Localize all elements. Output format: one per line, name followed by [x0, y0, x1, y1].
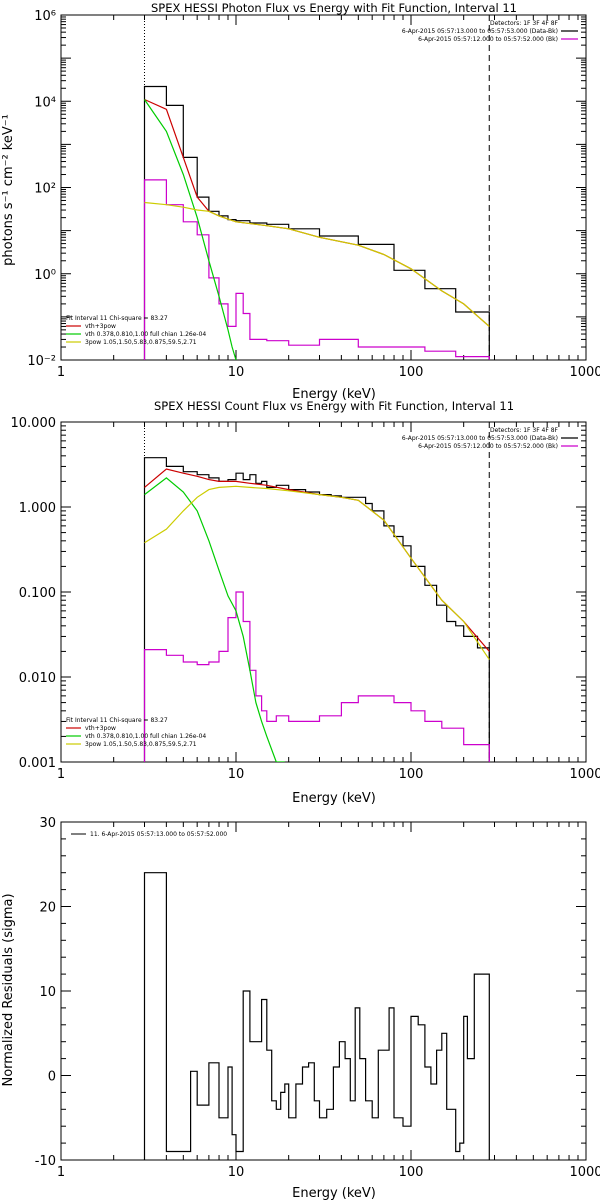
plot-frame	[61, 15, 586, 360]
x-tick-label: 1000	[569, 767, 600, 782]
legend-entry: 11. 6-Apr-2015 05:57:13.000 to 05:57:52.…	[90, 831, 227, 838]
plot-frame	[61, 422, 586, 762]
series-line-11-6-apr-2015-05-57-13-000-to-05-57-52-000	[145, 873, 490, 1160]
x-tick-label: 1	[57, 365, 65, 380]
series-line-3pow	[145, 203, 490, 327]
legend-entry: Detectors: 1F 3F 4F 8F	[490, 20, 559, 27]
y-tick-label: 1.000	[19, 501, 56, 516]
legend-entry: vth+3pow	[85, 323, 116, 330]
y-tick-label: 10⁰	[34, 268, 56, 283]
x-tick-label: 1	[57, 1165, 65, 1180]
series-line-data-bk	[145, 87, 490, 361]
x-tick-label: 1000	[569, 365, 600, 380]
x-tick-label: 1	[57, 767, 65, 782]
y-tick-label: 20	[39, 901, 56, 916]
y-axis-label: Normalized Residuals (sigma)	[1, 893, 16, 1086]
y-tick-label: 10⁶	[34, 9, 56, 24]
x-tick-label: 10	[228, 365, 245, 380]
y-tick-label: 0	[48, 1070, 56, 1085]
plot-frame	[61, 822, 586, 1160]
legend-entry: 6-Apr-2015 05:57:13.000 to 05:57:53.000 …	[402, 435, 558, 442]
legend-entry: 3pow 1.05,1.50,5.83,0.875,59.5,2.71	[85, 339, 197, 346]
legend-entry: 6-Apr-2015 05:57:12.000 to 05:57:52.000 …	[418, 443, 558, 450]
legend-entry: 6-Apr-2015 05:57:12.000 to 05:57:52.000 …	[418, 36, 558, 43]
legend-entry: vth+3pow	[85, 725, 116, 732]
y-tick-label: -10	[35, 1154, 56, 1169]
count-flux-panel: SPEX HESSI Count Flux vs Energy with Fit…	[11, 399, 600, 806]
y-tick-label: 10⁻²	[27, 354, 56, 369]
legend-entry: vth 0.378,0.810,1.00 full chian 1.26e-04	[85, 331, 206, 338]
x-tick-label: 1000	[569, 1165, 600, 1180]
x-tick-label: 100	[399, 365, 424, 380]
legend-entry: Fit Interval 11 Chi-square = 83.27	[66, 717, 168, 724]
series-line-3pow	[145, 486, 490, 659]
legend-entry: Fit Interval 11 Chi-square = 83.27	[66, 315, 168, 322]
x-axis-label: Energy (keV)	[292, 1186, 376, 1200]
y-tick-label: 0.001	[19, 756, 56, 771]
x-tick-label: 100	[399, 767, 424, 782]
y-tick-label: 0.010	[19, 671, 56, 686]
x-tick-label: 10	[228, 767, 245, 782]
residuals-panel: Energy (keV) Normalized Residuals (sigma…	[1, 816, 600, 1200]
y-tick-label: 10.000	[11, 416, 57, 431]
legend-entry: 3pow 1.05,1.50,5.83,0.875,59.5,2.71	[85, 741, 197, 748]
chart-title: SPEX HESSI Photon Flux vs Energy with Fi…	[151, 1, 517, 15]
series-line-vth-3pow	[145, 469, 490, 651]
chart-title: SPEX HESSI Count Flux vs Energy with Fit…	[154, 399, 514, 413]
legend-entry: vth 0.378,0.810,1.00 full chian 1.26e-04	[85, 733, 206, 740]
y-tick-label: 30	[39, 816, 56, 831]
y-tick-label: 10	[39, 985, 56, 1000]
legend-entry: 6-Apr-2015 05:57:13.000 to 05:57:53.000 …	[402, 28, 558, 35]
legend-entry: Detectors: 1F 3F 4F 8F	[490, 427, 559, 434]
y-tick-label: 10²	[34, 182, 56, 197]
photon-flux-panel: SPEX HESSI Photon Flux vs Energy with Fi…	[1, 1, 600, 402]
x-tick-label: 100	[399, 1165, 424, 1180]
x-axis-label: Energy (keV)	[292, 791, 376, 806]
y-tick-label: 0.100	[19, 586, 56, 601]
y-axis-label: photons s⁻¹ cm⁻² keV⁻¹	[1, 114, 16, 266]
y-tick-label: 10⁴	[34, 95, 56, 110]
x-tick-label: 10	[228, 1165, 245, 1180]
series-line-data-bk	[145, 458, 490, 762]
